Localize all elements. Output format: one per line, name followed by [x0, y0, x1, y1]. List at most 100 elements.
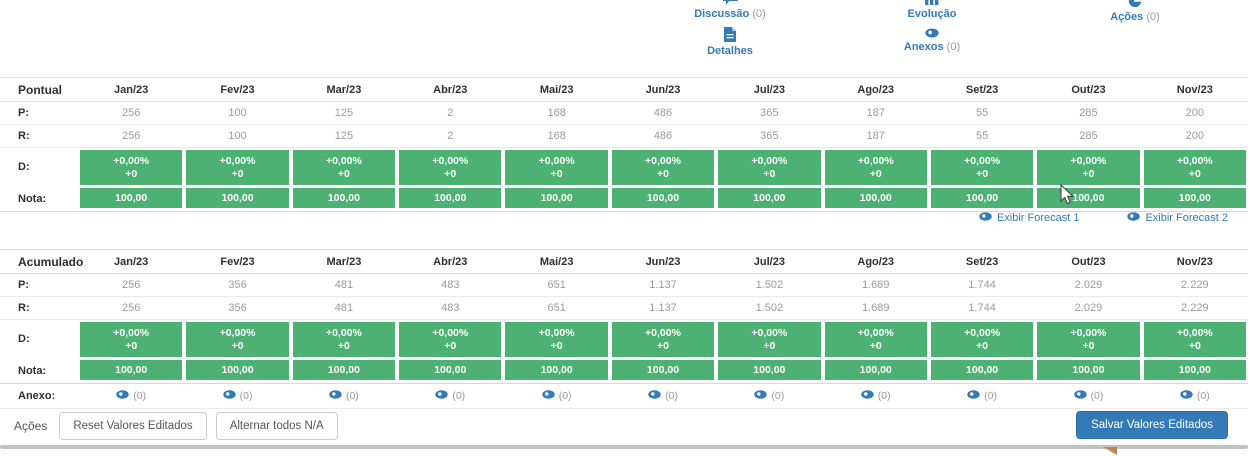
row-label: P: — [18, 107, 29, 119]
r-row-value-cell[interactable]: 285 — [1079, 130, 1098, 142]
r-row-value-cell[interactable]: 1.689 — [861, 302, 890, 314]
p-row-value-cell[interactable]: 483 — [441, 279, 460, 291]
r-row-value-cell[interactable]: 2 — [447, 130, 454, 142]
delta-cell: +0,00% +0 — [399, 150, 502, 185]
delta-cell: +0,00% +0 — [824, 150, 927, 185]
anexo-cell[interactable]: (0) — [291, 390, 397, 402]
r-row-value-cell[interactable]: 486 — [653, 130, 673, 142]
p-row-value-cell[interactable]: 1.137 — [649, 279, 677, 291]
anexo-cell[interactable]: (0) — [78, 390, 184, 402]
p-row-value-cell[interactable]: 481 — [334, 279, 354, 291]
r-row-value-cell[interactable]: 256 — [122, 302, 141, 314]
r-row-value-cell[interactable]: 1.502 — [755, 302, 784, 314]
r-row-value-cell[interactable]: 100 — [228, 130, 247, 142]
delta-cell-wrap: +0,00% +0 — [929, 320, 1035, 358]
nota-cell: 100,00 — [505, 188, 608, 208]
nota-cell-wrap: 100,00 — [78, 358, 184, 383]
p-row: P: 256 356 481 483 651 1.137 1.502 1.689 1.744 2.0… — [0, 274, 1248, 297]
p-row: P: 256 100 125 2 168 486 365 187 55 285 200 — [0, 102, 1248, 125]
p-row-value-cell[interactable]: 651 — [547, 279, 566, 291]
month-header: Mai/23 — [539, 255, 574, 268]
anexo-cell[interactable]: (0) — [1035, 390, 1141, 402]
r-row-value-cell[interactable]: 2.029 — [1074, 302, 1103, 314]
nota-cell-wrap: 100,00 — [716, 186, 822, 211]
p-row-value-cell[interactable]: 1.689 — [861, 279, 890, 291]
r-row-value-cell[interactable]: 187 — [866, 130, 885, 142]
anexo-cell[interactable]: (0) — [397, 390, 503, 402]
delta-cell: +0,00% +0 — [292, 322, 396, 357]
month-header: Mar/23 — [326, 83, 362, 96]
anexo-cell[interactable]: (0) — [929, 390, 1035, 402]
toggle-all-na-button[interactable]: Alternar todos N/A — [215, 412, 338, 440]
r-row-value-cell[interactable]: 1.744 — [968, 302, 996, 314]
r-row-value-cell[interactable]: 256 — [122, 130, 141, 142]
forecast-link-2[interactable]: Exibir Forecast 2 — [1127, 212, 1228, 224]
p-row-value-cell[interactable]: 1.744 — [968, 279, 996, 291]
reset-values-button[interactable]: Reset Valores Editados — [59, 412, 207, 440]
row-label: Nota: — [18, 192, 47, 205]
r-row-value-cell[interactable]: 125 — [334, 130, 354, 142]
r-row-value-cell[interactable]: 55 — [975, 130, 989, 142]
anexo-cell[interactable]: (0) — [610, 390, 716, 402]
horizontal-scrollbar[interactable] — [0, 445, 1248, 449]
nota-cell-wrap: 100,00 — [503, 186, 609, 211]
r-row-value-cell[interactable]: 481 — [334, 302, 354, 314]
p-row-value-cell[interactable]: 365 — [760, 107, 779, 119]
r-row: R: 256 100 125 2 168 486 365 187 55 285 200 — [0, 125, 1248, 148]
action-label: Evolução — [907, 8, 957, 20]
p-row-value-cell[interactable]: 200 — [1185, 107, 1204, 119]
month-header: Jan/23 — [114, 83, 149, 96]
p-row-value-cell[interactable]: 2 — [447, 107, 454, 119]
delta-cell: +0,00% +0 — [1037, 150, 1140, 185]
anexo-cell[interactable]: (0) — [1142, 390, 1248, 402]
p-row-value-cell[interactable]: 168 — [547, 107, 566, 119]
delta-cell: +0,00% +0 — [718, 150, 821, 185]
r-row-value-cell[interactable]: 356 — [228, 302, 247, 314]
delta-cell-wrap: +0,00% +0 — [1035, 320, 1141, 358]
action-anexos[interactable]: Anexos (0) — [857, 28, 1007, 53]
p-row-value-cell[interactable]: 1.502 — [755, 279, 784, 291]
p-row-value-cell[interactable]: 125 — [334, 107, 354, 119]
month-header: Jun/23 — [645, 83, 681, 96]
p-row-value-cell[interactable]: 486 — [653, 107, 673, 119]
delta-cell-wrap: +0,00% +0 — [397, 320, 503, 358]
r-row-value-cell[interactable]: 2.229 — [1181, 302, 1209, 314]
action-evolucao[interactable]: Evolução — [857, 0, 1007, 20]
anexo-count: (0) — [984, 390, 997, 402]
p-row-value-cell[interactable]: 285 — [1079, 107, 1098, 119]
anexo-cell[interactable]: (0) — [823, 390, 929, 402]
p-row-value-cell[interactable]: 55 — [975, 107, 989, 119]
p-row-value-cell[interactable]: 356 — [228, 279, 247, 291]
delta-cell-wrap: +0,00% +0 — [291, 148, 397, 186]
p-row-value-cell[interactable]: 100 — [228, 107, 247, 119]
month-header: Out/23 — [1071, 83, 1106, 96]
r-row-value-cell[interactable]: 168 — [547, 130, 566, 142]
forecast-link-1[interactable]: Exibir Forecast 1 — [979, 212, 1080, 224]
action-acoes[interactable]: Ações (0) — [1060, 0, 1210, 23]
r-row-value-cell[interactable]: 200 — [1185, 130, 1204, 142]
r-row-value-cell[interactable]: 483 — [441, 302, 460, 314]
anexo-cell[interactable]: (0) — [184, 390, 290, 402]
nota-cell-wrap: 100,00 — [78, 186, 184, 211]
anexo-cell[interactable]: (0) — [503, 390, 609, 402]
nota-cell: 100,00 — [611, 188, 715, 208]
p-row-value-cell[interactable]: 2.029 — [1074, 279, 1103, 291]
r-row-value-cell[interactable]: 365 — [760, 130, 779, 142]
r-row-value-cell[interactable]: 651 — [547, 302, 566, 314]
action-discussao[interactable]: Discussão (0) — [655, 0, 805, 20]
anexo-cell[interactable]: (0) — [716, 390, 822, 402]
p-row-value-cell[interactable]: 2.229 — [1181, 279, 1209, 291]
nota-cell-wrap: 100,00 — [610, 358, 716, 383]
nota-cell-wrap: 100,00 — [503, 358, 609, 383]
r-row-value-cell[interactable]: 1.137 — [649, 302, 677, 314]
save-values-button[interactable]: Salvar Valores Editados — [1076, 411, 1228, 439]
forecast-link-label: Exibir Forecast 1 — [996, 212, 1080, 224]
eye-icon — [1127, 212, 1141, 224]
forecast-links: Exibir Forecast 1 Exibir Forecast 2 — [979, 212, 1228, 224]
p-row-value-cell[interactable]: 256 — [122, 107, 141, 119]
nota-cell-wrap: 100,00 — [291, 186, 397, 211]
action-label: Detalhes — [707, 45, 753, 57]
action-detalhes[interactable]: Detalhes — [655, 27, 805, 57]
p-row-value-cell[interactable]: 187 — [866, 107, 885, 119]
p-row-value-cell[interactable]: 256 — [122, 279, 141, 291]
